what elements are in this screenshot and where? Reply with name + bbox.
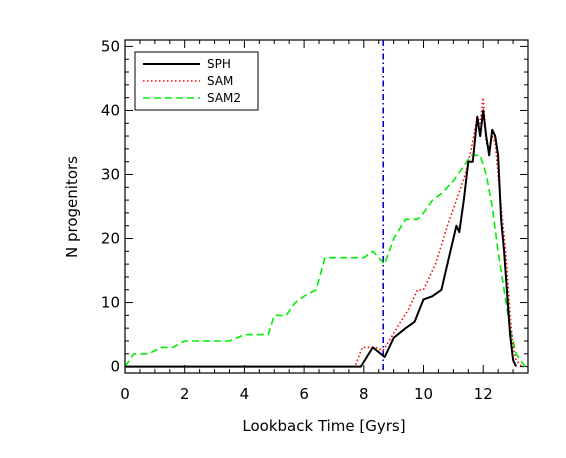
x-tick-label: 12 [474,385,493,403]
x-axis-ticks: 0 2 4 6 8 10 12 [120,40,529,403]
x-tick-label: 6 [299,385,309,403]
plot-frame [124,39,529,374]
x-tick-label: 8 [359,385,369,403]
series-layer [125,40,526,373]
legend: SPH SAM SAM2 [134,51,259,111]
y-axis-label: N progenitors [63,156,81,258]
y-tick-label: 50 [101,37,120,55]
y-axis-ticks: 0 10 20 30 40 50 [101,37,528,376]
y-tick-label: 30 [101,165,120,183]
series-line-sam2 [125,154,526,368]
x-tick-label: 0 [120,385,130,403]
x-tick-label: 4 [240,385,250,403]
y-tick-label: 20 [101,230,120,248]
x-tick-label: 10 [414,385,433,403]
y-tick-label: 40 [101,101,120,119]
series-line-sam [125,96,523,368]
y-tick-label: 10 [101,294,120,312]
legend-label-sam2: SAM2 [207,91,241,105]
legend-label-sph: SPH [207,57,231,71]
plot-area [124,39,529,374]
x-tick-label: 2 [180,385,190,403]
y-tick-label: 0 [110,358,120,376]
legend-label-sam: SAM [207,74,233,88]
series-line-sph [125,109,518,368]
x-axis-label: Lookback Time [Gyrs] [242,417,405,435]
